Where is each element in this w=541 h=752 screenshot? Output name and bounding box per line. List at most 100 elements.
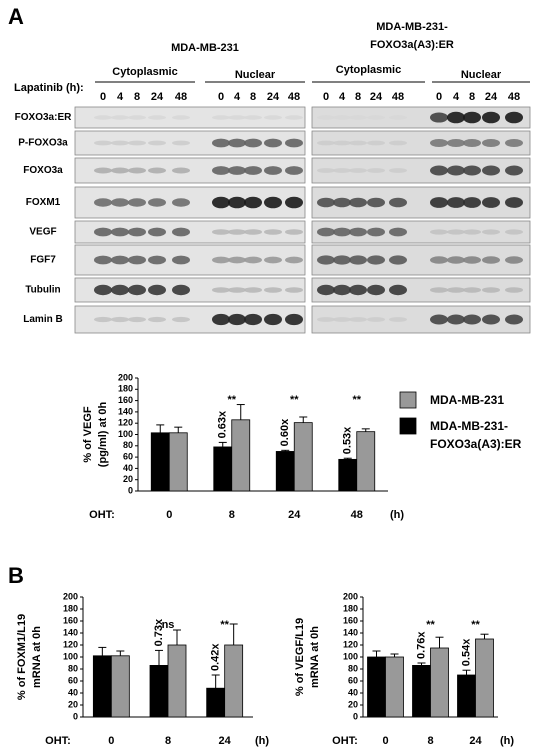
- blot-band: [94, 284, 112, 296]
- blot-band: [463, 229, 481, 235]
- blot-band: [505, 165, 523, 176]
- blot-band: [333, 140, 351, 146]
- blot-band: [148, 316, 166, 323]
- blot-band: [128, 140, 146, 146]
- blot-band: [349, 140, 367, 146]
- blot-band: [244, 256, 262, 264]
- y-tick-label: 180: [63, 603, 78, 613]
- blot-band: [349, 317, 367, 322]
- blot-band: [367, 317, 385, 322]
- bar: [412, 665, 431, 718]
- blot-band: [463, 111, 481, 124]
- blot-band: [94, 227, 112, 237]
- x-prefix: OHT:: [89, 509, 115, 521]
- blot-band: [317, 168, 335, 173]
- blot-band: [430, 139, 448, 147]
- error-bar: [156, 424, 165, 433]
- blot-band: [349, 227, 367, 237]
- ratio-label: 0.42x: [210, 643, 222, 671]
- blot-band: [111, 284, 129, 296]
- bar: [206, 687, 226, 718]
- y-tick-label: 200: [63, 591, 78, 601]
- y-tick-label: 60: [123, 451, 133, 461]
- blot-band: [264, 115, 282, 120]
- blot-band: [94, 316, 112, 323]
- x-tick-label: 24: [288, 509, 301, 521]
- blot-band: [447, 165, 465, 176]
- panel-letter: A: [8, 4, 24, 29]
- y-tick-label: 140: [343, 627, 358, 637]
- blot-band: [333, 197, 351, 208]
- ratio-label: 0.53x: [342, 426, 354, 454]
- blot-band: [285, 287, 303, 293]
- ratio-label: 0.63x: [217, 410, 229, 438]
- blot-band: [430, 197, 448, 208]
- bar: [293, 422, 313, 492]
- y-tick-label: 120: [118, 418, 133, 428]
- blot-band: [482, 256, 500, 264]
- y-tick-label: 0: [353, 711, 358, 721]
- y-tick-label: 40: [123, 463, 133, 473]
- error-bar: [343, 457, 352, 460]
- blot-band: [430, 287, 448, 293]
- blot-band: [367, 255, 385, 265]
- error-bar: [236, 404, 245, 420]
- lane-label: 8: [469, 91, 475, 103]
- blot-band: [94, 167, 112, 174]
- y-tick-label: 140: [118, 406, 133, 416]
- x-prefix: OHT:: [45, 735, 71, 747]
- blot-band: [212, 313, 230, 326]
- blot-band: [94, 255, 112, 265]
- bar: [430, 647, 449, 718]
- significance-label: **: [471, 619, 480, 631]
- blot-band: [228, 196, 246, 209]
- blot-band: [430, 314, 448, 325]
- blot-band: [389, 168, 407, 173]
- blot-band: [128, 227, 146, 237]
- blot-band: [244, 196, 262, 209]
- blot-band: [482, 314, 500, 325]
- blot-band: [228, 138, 246, 148]
- blot-band: [264, 256, 282, 264]
- blot-band: [463, 165, 481, 176]
- legend-label: MDA-MB-231-FOXO3a(A3):ER: [430, 419, 522, 451]
- y-axis-label: % of VEGF: [82, 406, 94, 463]
- blot-band: [482, 197, 500, 208]
- blot-band: [463, 197, 481, 208]
- lane-label: 0: [323, 91, 329, 103]
- blot-band: [148, 198, 166, 207]
- blot-band: [482, 287, 500, 293]
- bar: [213, 446, 233, 492]
- y-axis-label: % of VEGF/L19: [294, 618, 306, 696]
- blot-band: [463, 287, 481, 293]
- y-tick-label: 0: [73, 711, 78, 721]
- blot-band: [367, 168, 385, 173]
- blot-row-label: Lamin B: [23, 314, 62, 325]
- x-tick-label: 0: [382, 735, 388, 747]
- blot-band: [317, 197, 335, 208]
- ratio-label: 0.73x: [153, 618, 165, 646]
- blot-band: [172, 284, 190, 296]
- blot-band: [463, 256, 481, 264]
- x-unit: (h): [390, 509, 404, 521]
- blot-band: [333, 168, 351, 173]
- blot-band: [367, 140, 385, 146]
- blot-band: [349, 168, 367, 173]
- blot-band: [349, 284, 367, 296]
- significance-label: **: [220, 619, 229, 631]
- blot-band: [264, 166, 282, 175]
- blot-band: [172, 115, 190, 120]
- blot-row-label: FGF7: [30, 255, 56, 266]
- bar: [110, 655, 130, 718]
- bar: [92, 655, 112, 718]
- lane-label: 48: [508, 91, 520, 103]
- blot-band: [389, 255, 407, 265]
- blot-band: [172, 140, 190, 146]
- blot-band: [447, 314, 465, 325]
- y-tick-label: 80: [123, 440, 133, 450]
- blot-band: [447, 139, 465, 147]
- blot-band: [111, 227, 129, 237]
- y-tick-label: 100: [118, 429, 133, 439]
- legend-swatch: [399, 417, 417, 435]
- lane-label: 24: [485, 91, 498, 103]
